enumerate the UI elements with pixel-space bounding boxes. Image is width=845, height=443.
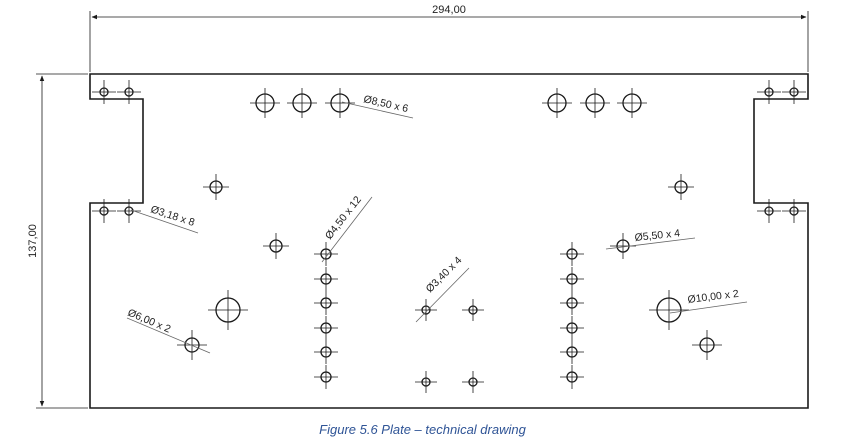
hole xyxy=(757,199,781,223)
hole xyxy=(92,80,116,104)
holes xyxy=(92,80,806,393)
hole xyxy=(560,316,584,340)
hole xyxy=(782,199,806,223)
callout-d3-18: Ø3,18 x 8 xyxy=(149,203,196,229)
hole xyxy=(287,88,317,118)
hole xyxy=(560,242,584,266)
hole xyxy=(203,174,229,200)
hole xyxy=(415,299,437,321)
leader-lines xyxy=(126,101,748,354)
hole xyxy=(560,340,584,364)
hole xyxy=(462,371,484,393)
hole xyxy=(117,80,141,104)
hole xyxy=(462,299,484,321)
hole xyxy=(668,174,694,200)
hole xyxy=(692,330,722,360)
height-dimension-label: 137,00 xyxy=(27,224,39,258)
callout-d5-50: Ø5,50 x 4 xyxy=(634,227,681,244)
hole xyxy=(560,267,584,291)
hole xyxy=(542,88,572,118)
hole xyxy=(649,290,689,330)
hole xyxy=(617,88,647,118)
hole xyxy=(314,316,338,340)
hole xyxy=(92,199,116,223)
hole xyxy=(560,291,584,315)
hole xyxy=(314,267,338,291)
hole xyxy=(560,365,584,389)
hole xyxy=(782,80,806,104)
callout-d3-40: Ø3,40 x 4 xyxy=(424,254,465,295)
hole xyxy=(314,340,338,364)
width-dimension: 294,00 xyxy=(89,4,809,72)
technical-drawing: 294,00 137,00 Ø8,50 x 6 Ø3,18 x 8 Ø4,50 … xyxy=(27,4,809,409)
hole xyxy=(415,371,437,393)
hole xyxy=(250,88,280,118)
plate-outline xyxy=(89,73,809,409)
figure-caption: Figure 5.6 Plate – technical drawing xyxy=(319,422,526,437)
hole xyxy=(580,88,610,118)
width-dimension-label: 294,00 xyxy=(432,4,466,16)
hole xyxy=(314,365,338,389)
callout-d10-00: Ø10,00 x 2 xyxy=(687,288,740,306)
hole xyxy=(208,290,248,330)
callout-d6-00: Ø6,00 x 2 xyxy=(126,307,173,336)
hole xyxy=(325,88,355,118)
hole xyxy=(757,80,781,104)
height-dimension: 137,00 xyxy=(27,73,88,409)
hole xyxy=(263,233,289,259)
hole xyxy=(314,242,338,266)
hole xyxy=(314,291,338,315)
